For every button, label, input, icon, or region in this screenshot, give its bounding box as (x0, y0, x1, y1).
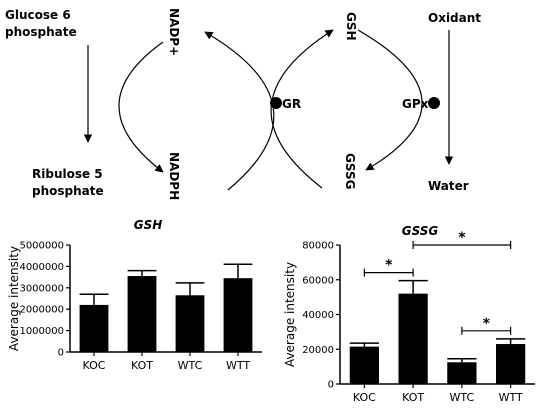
x-tick-label: WTT (499, 391, 523, 404)
gpx-node (428, 97, 440, 109)
water-label: Water (428, 179, 469, 193)
chart-title: GSH (134, 218, 163, 232)
x-tick-label: KOT (131, 359, 153, 372)
bar-kot (398, 293, 428, 384)
y-tick-label: 2000000 (19, 305, 64, 316)
gsh-chart: GSH Average intensity 0 1000000 2000000 30000… (7, 218, 262, 372)
x-tick-label: WTT (226, 359, 250, 372)
x-tick-label: KOC (83, 359, 106, 372)
bar-wtt (223, 278, 253, 352)
gsh-to-gssg-arc (357, 29, 423, 171)
bar-wtc (447, 362, 477, 384)
glucose-6-phosphate-line2: phosphate (5, 25, 77, 39)
ribulose-5-phosphate-line1: Ribulose 5 (32, 167, 103, 181)
y-axis-label: Average intensity (283, 262, 297, 367)
y-tick-label: 1000000 (19, 326, 64, 337)
bar-koc (349, 346, 379, 384)
x-tick-label: WTC (178, 359, 203, 372)
y-tick-label: 60000 (302, 275, 334, 286)
gr-right-arc (270, 29, 334, 189)
y-tick-label: 80000 (302, 241, 334, 252)
gsh-label: GSH (344, 12, 358, 41)
gssg-chart: GSSG Average intensity 0 20000 40000 60000 800… (283, 224, 535, 404)
significance-label: * (458, 230, 466, 246)
x-tick-label: KOC (353, 391, 376, 404)
gssg-label: GSSG (343, 153, 357, 189)
ribulose-5-phosphate-line2: phosphate (32, 184, 104, 198)
nadp-to-nadph-arc (118, 41, 164, 173)
nadph-label: NADPH (167, 152, 181, 200)
x-tick-label: WTC (450, 391, 475, 404)
bar-kot (127, 276, 157, 352)
significance-label: * (483, 316, 491, 332)
gr-left-arc (204, 31, 275, 191)
gpx-label: GPx (402, 97, 429, 111)
bar-wtc (175, 295, 205, 352)
pathway-diagram: Glucose 6 phosphate Ribulose 5 phosphate… (5, 8, 481, 200)
chart-title: GSSG (402, 224, 439, 238)
y-tick-label: 0 (58, 348, 64, 359)
significance-label: * (385, 258, 393, 274)
y-axis-label: Average intensity (7, 246, 21, 351)
y-tick-label: 40000 (302, 310, 334, 321)
oxidant-label: Oxidant (428, 11, 481, 25)
y-tick-label: 0 (328, 380, 334, 391)
bar-wtt (496, 344, 526, 384)
glucose-6-phosphate-line1: Glucose 6 (5, 8, 71, 22)
y-tick-label: 3000000 (19, 283, 64, 294)
gr-label: GR (282, 97, 301, 111)
y-tick-label: 20000 (302, 345, 334, 356)
bar-koc (79, 304, 109, 352)
y-tick-label: 5000000 (19, 241, 64, 252)
x-tick-label: KOT (402, 391, 424, 404)
y-tick-label: 4000000 (19, 262, 64, 273)
gr-node (270, 97, 282, 109)
nadp-plus-label: NADP+ (167, 8, 181, 56)
